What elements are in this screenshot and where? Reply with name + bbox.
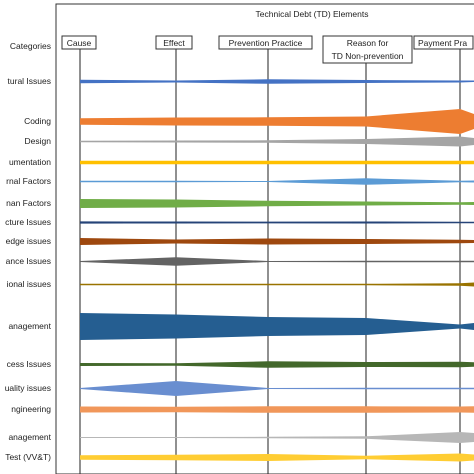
diagram-title: Technical Debt (TD) Elements [256,9,369,19]
category-label-12: cess Issues [7,359,51,369]
category-label-9: ance Issues [6,256,51,266]
element-box-3 [218,35,313,50]
category-label-10: ional issues [7,279,51,289]
element-box-5 [413,35,474,50]
category-label-13: uality issues [5,383,51,393]
band-3 [80,136,474,147]
category-label-8: edge issues [6,236,51,246]
band-6 [80,199,474,208]
band-5 [80,178,474,185]
category-label-2: Coding [24,116,51,126]
element-label-2: Effect [163,38,185,48]
category-label-5: rnal Factors [6,176,51,186]
category-label-6: nan Factors [6,198,51,208]
element-box-1 [61,35,97,50]
category-label-16: Test (VV&T) [5,452,51,462]
element-box-4 [322,35,413,64]
category-label-1: tural Issues [8,76,51,86]
category-label-3: Design [25,136,52,146]
band-10 [80,282,474,287]
element-label-3: Prevention Practice [229,38,303,48]
band-8 [80,238,474,245]
band-14 [80,406,474,413]
element-label-4-line-2: TD Non-prevention [332,51,404,61]
band-15 [80,432,474,443]
category-label-7: cture Issues [5,217,51,227]
band-2 [80,109,474,134]
band-12 [80,361,474,368]
element-label-4-line-1: Reason for [347,38,389,48]
element-label-1: Cause [67,38,92,48]
category-bands [80,79,474,462]
band-16 [80,453,474,462]
band-11 [80,313,474,340]
diagram-frame [55,3,474,474]
element-headers: Cause Effect Prevention Practice Reason for… [61,35,474,64]
category-labels: tural Issues Coding Design umentation rnal F… [5,76,52,462]
category-label-11: anagement [8,321,51,331]
band-7 [80,221,474,224]
band-13 [80,381,474,396]
category-label-4: umentation [9,157,51,167]
element-label-5: Payment Pra [418,38,467,48]
band-1 [80,79,474,84]
band-9 [80,257,474,266]
category-label-15: anagement [8,432,51,442]
category-label-14: ngineering [11,404,51,414]
categories-header: Categories [10,41,51,51]
band-4 [80,160,474,165]
element-box-2 [155,35,193,50]
